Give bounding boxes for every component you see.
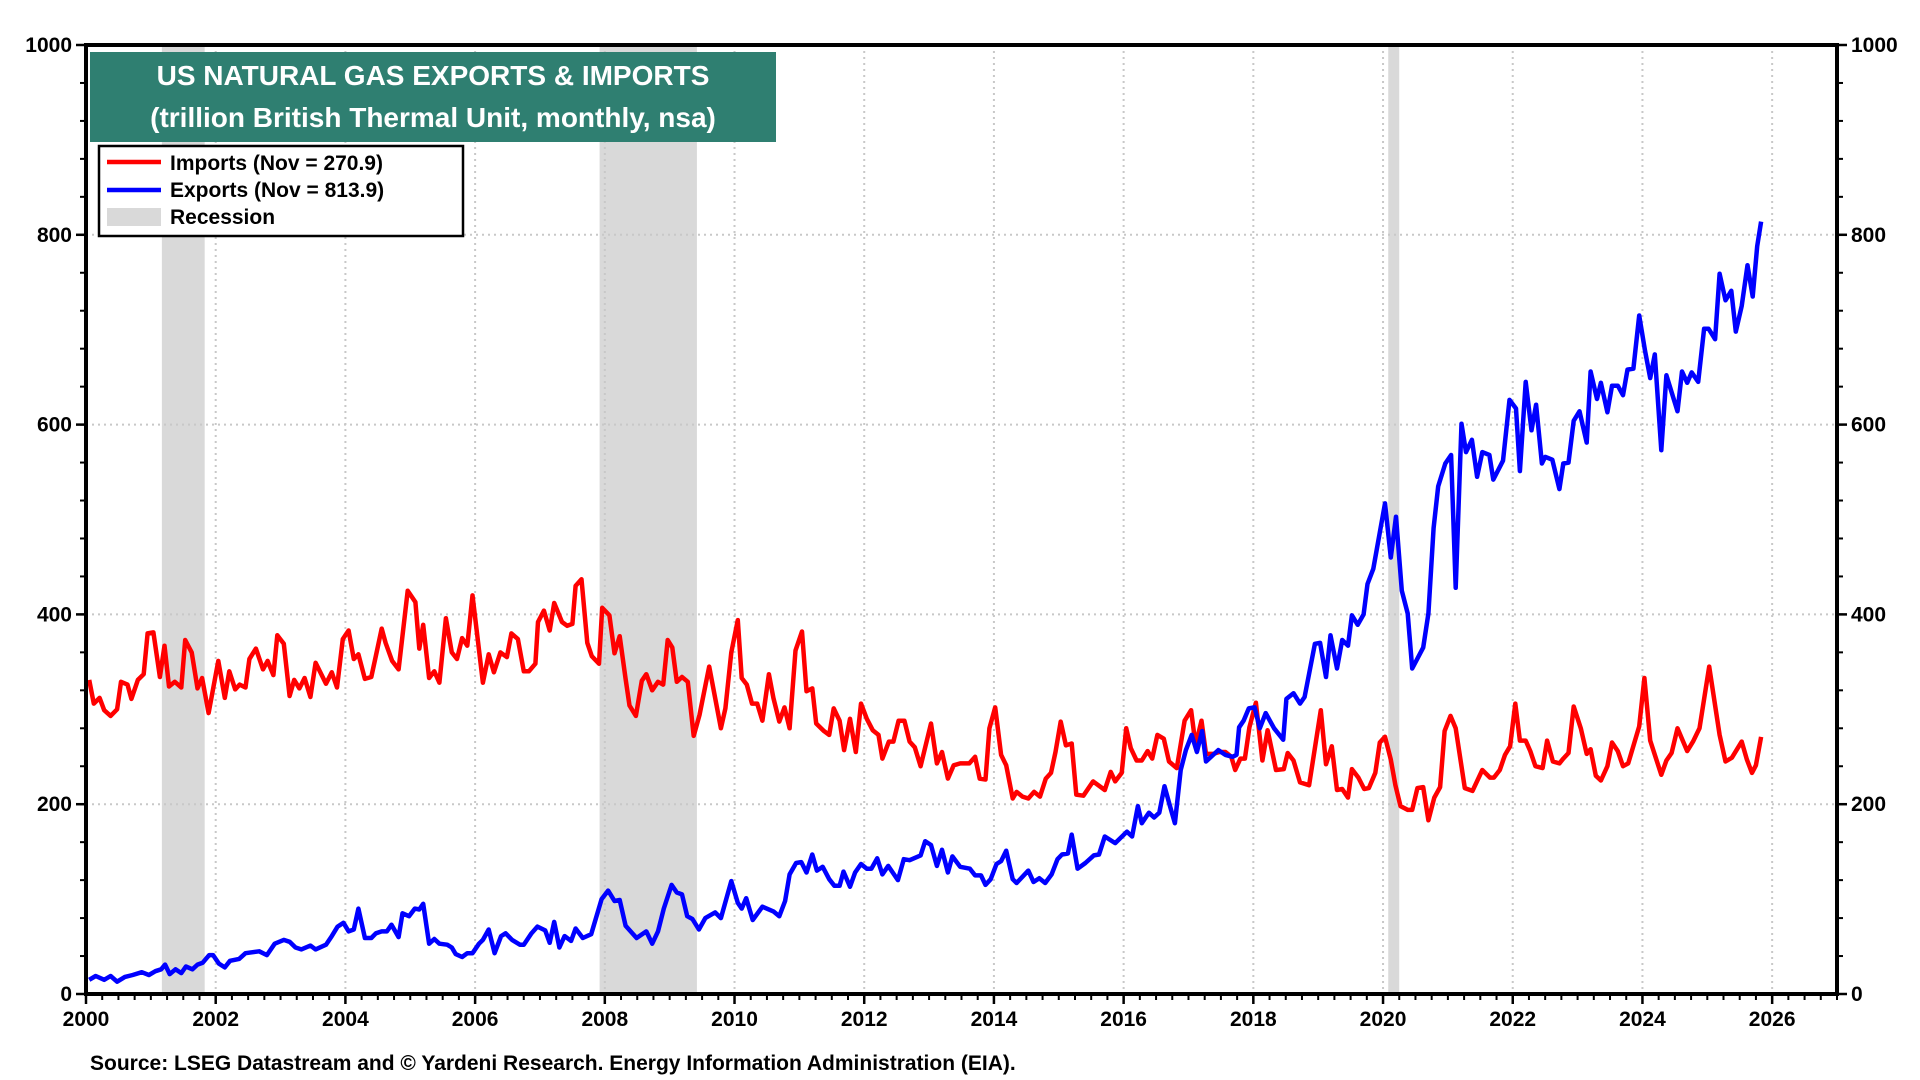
x-tick-label: 2014: [971, 1008, 1018, 1031]
source-note: Source: LSEG Datastream and © Yardeni Re…: [90, 1052, 1016, 1075]
title-box: US NATURAL GAS EXPORTS & IMPORTS (trilli…: [90, 52, 776, 142]
chart-subtitle: (trillion British Thermal Unit, monthly,…: [150, 102, 716, 133]
y-tick-label-right: 800: [1851, 224, 1886, 247]
x-tick-label: 2006: [452, 1008, 499, 1031]
recession-band: [599, 45, 697, 994]
y-tick-label-right: 200: [1851, 793, 1886, 816]
series-lines: [86, 221, 1764, 984]
y-tick-label-right: 0: [1851, 983, 1863, 1006]
x-tick-label: 2000: [63, 1008, 110, 1031]
legend-swatch-recession: [107, 208, 161, 226]
x-tick-label: 2016: [1100, 1008, 1147, 1031]
y-tick-label-left: 600: [37, 414, 72, 437]
series-line-exports: [88, 221, 1764, 984]
x-tick-label: 2002: [192, 1008, 239, 1031]
y-tick-label-left: 400: [37, 603, 72, 626]
y-tick-label-right: 600: [1851, 414, 1886, 437]
gridlines: [86, 45, 1837, 994]
y-tick-label-right: 1000: [1851, 34, 1898, 57]
legend-label-exports: Exports (Nov = 813.9): [170, 179, 384, 202]
y-tick-label-right: 400: [1851, 603, 1886, 626]
legend: Imports (Nov = 270.9) Exports (Nov = 813…: [97, 144, 465, 238]
x-tick-label: 2020: [1360, 1008, 1407, 1031]
series-line-imports: [86, 577, 1764, 823]
chart-title: US NATURAL GAS EXPORTS & IMPORTS: [157, 60, 710, 91]
x-tick-label: 2012: [841, 1008, 888, 1031]
x-tick-label: 2026: [1749, 1008, 1796, 1031]
y-tick-label-left: 0: [60, 983, 72, 1006]
x-tick-label: 2024: [1619, 1008, 1666, 1031]
x-tick-label: 2018: [1230, 1008, 1277, 1031]
x-tick-label: 2010: [711, 1008, 758, 1031]
y-tick-label-left: 200: [37, 793, 72, 816]
legend-label-recession: Recession: [170, 206, 275, 229]
y-tick-label-left: 1000: [25, 34, 72, 57]
axes: 0 0 200 200 400 400 600 600 800 800 1000 1000 2000 20…: [25, 34, 1897, 1031]
x-tick-label: 2008: [581, 1008, 628, 1031]
y-tick-label-left: 800: [37, 224, 72, 247]
title-background: [90, 52, 776, 142]
legend-label-imports: Imports (Nov = 270.9): [170, 152, 383, 175]
x-tick-label: 2022: [1489, 1008, 1536, 1031]
x-tick-label: 2004: [322, 1008, 369, 1031]
